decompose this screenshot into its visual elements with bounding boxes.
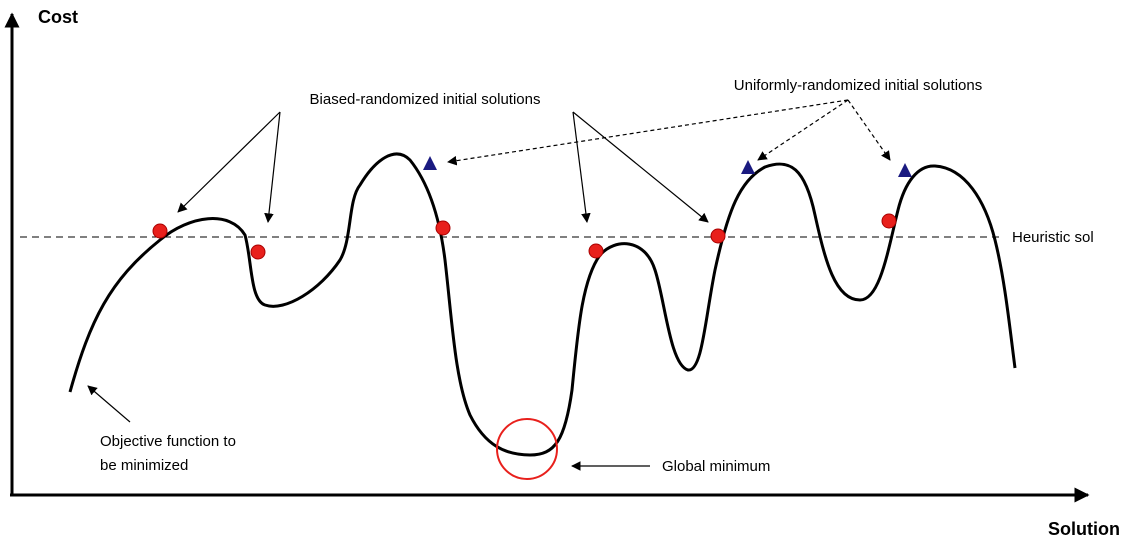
solution-dot: [435, 220, 451, 236]
solution-dot: [881, 213, 897, 229]
solution-dot: [710, 228, 726, 244]
arrow: [572, 111, 709, 223]
solution-dot: [152, 223, 168, 239]
global-minimum-label: Global minimum: [662, 458, 770, 475]
solution-dot: [588, 243, 604, 259]
biased-solutions: [152, 213, 897, 260]
arrow: [572, 111, 591, 223]
arrow: [177, 111, 281, 213]
arrow: [87, 385, 131, 423]
x-axis-label: Solution: [1048, 519, 1120, 539]
solution-dot: [250, 244, 266, 260]
heuristic-label: Heuristic sol: [1012, 229, 1094, 246]
solution-triangle: [741, 160, 755, 174]
solution-triangle: [898, 163, 912, 177]
arrow: [447, 99, 849, 166]
arrow: [757, 99, 849, 161]
objective-label: be minimized: [100, 457, 188, 474]
biased-label: Biased-randomized initial solutions: [310, 91, 541, 108]
uniform-solutions: [423, 156, 912, 177]
solution-triangle: [423, 156, 437, 170]
objective-curve: [68, 152, 1017, 457]
arrow: [264, 111, 281, 223]
y-axis-label: Cost: [38, 7, 78, 27]
arrows: [87, 99, 891, 471]
arrow: [847, 99, 891, 161]
uniform-label: Uniformly-randomized initial solutions: [734, 77, 982, 94]
global-minimum-circle: [496, 418, 558, 480]
objective-label: Objective function to: [100, 433, 236, 450]
